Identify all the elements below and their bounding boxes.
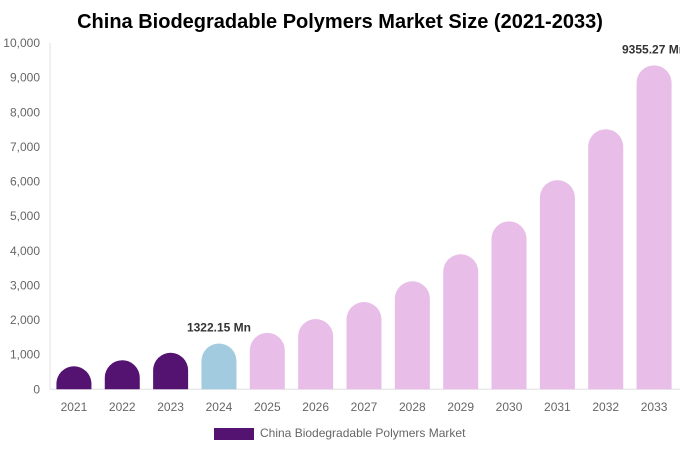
x-tick-label: 2032 (592, 400, 619, 414)
x-tick-label: 2025 (254, 400, 281, 414)
bar-2022[interactable] (104, 360, 140, 390)
x-tick-label: 2030 (496, 400, 523, 414)
y-tick-label: 2,000 (10, 313, 40, 327)
bar-2030[interactable] (491, 221, 527, 390)
x-tick-label: 2023 (157, 400, 184, 414)
bar-2028[interactable] (394, 281, 430, 390)
x-tick-label: 2024 (206, 400, 233, 414)
y-tick-label: 6,000 (10, 175, 40, 189)
x-tick-label: 2022 (109, 400, 136, 414)
bar-2031[interactable] (539, 180, 575, 390)
bar-2023[interactable] (153, 352, 189, 390)
bar-2026[interactable] (298, 319, 334, 390)
bar-2033[interactable] (636, 65, 672, 390)
data-labels: 1322.15 Mn 9355.27 Mn (187, 42, 680, 334)
x-tick-label: 2033 (641, 400, 668, 414)
x-tick-label: 2028 (399, 400, 426, 414)
data-label: 1322.15 Mn (187, 321, 251, 335)
y-axis: 0 1,000 2,000 3,000 4,000 5,000 6,000 7,000 8,00… (3, 36, 51, 396)
x-tick-label: 2021 (61, 400, 88, 414)
y-tick-label: 1,000 (10, 348, 40, 362)
bar-2027[interactable] (346, 302, 382, 390)
y-tick-label: 0 (33, 382, 40, 396)
legend[interactable]: China Biodegradable Polymers Market (214, 426, 466, 440)
y-tick-label: 8,000 (10, 105, 40, 119)
x-axis: 2021 2022 2023 2024 2025 2026 2027 2028 2029 2030… (50, 388, 680, 414)
bar-2029[interactable] (443, 254, 479, 390)
bar-2032[interactable] (588, 129, 624, 390)
y-tick-label: 4,000 (10, 244, 40, 258)
x-tick-label: 2031 (544, 400, 571, 414)
y-tick-label: 9,000 (10, 71, 40, 85)
bar-2021[interactable] (56, 366, 92, 390)
bar-2024[interactable] (201, 343, 237, 390)
y-tick-label: 3,000 (10, 278, 40, 292)
legend-swatch (214, 428, 254, 440)
x-tick-label: 2026 (302, 400, 329, 414)
y-tick-label: 7,000 (10, 140, 40, 154)
y-tick-label: 10,000 (3, 36, 40, 50)
bar-2025[interactable] (249, 332, 285, 390)
bars (56, 65, 672, 390)
x-tick-label: 2027 (351, 400, 378, 414)
data-label: 9355.27 Mn (622, 42, 680, 56)
legend-label: China Biodegradable Polymers Market (260, 426, 466, 440)
chart-title: China Biodegradable Polymers Market Size… (77, 11, 603, 33)
x-tick-label: 2029 (447, 400, 474, 414)
y-tick-label: 5,000 (10, 209, 40, 223)
